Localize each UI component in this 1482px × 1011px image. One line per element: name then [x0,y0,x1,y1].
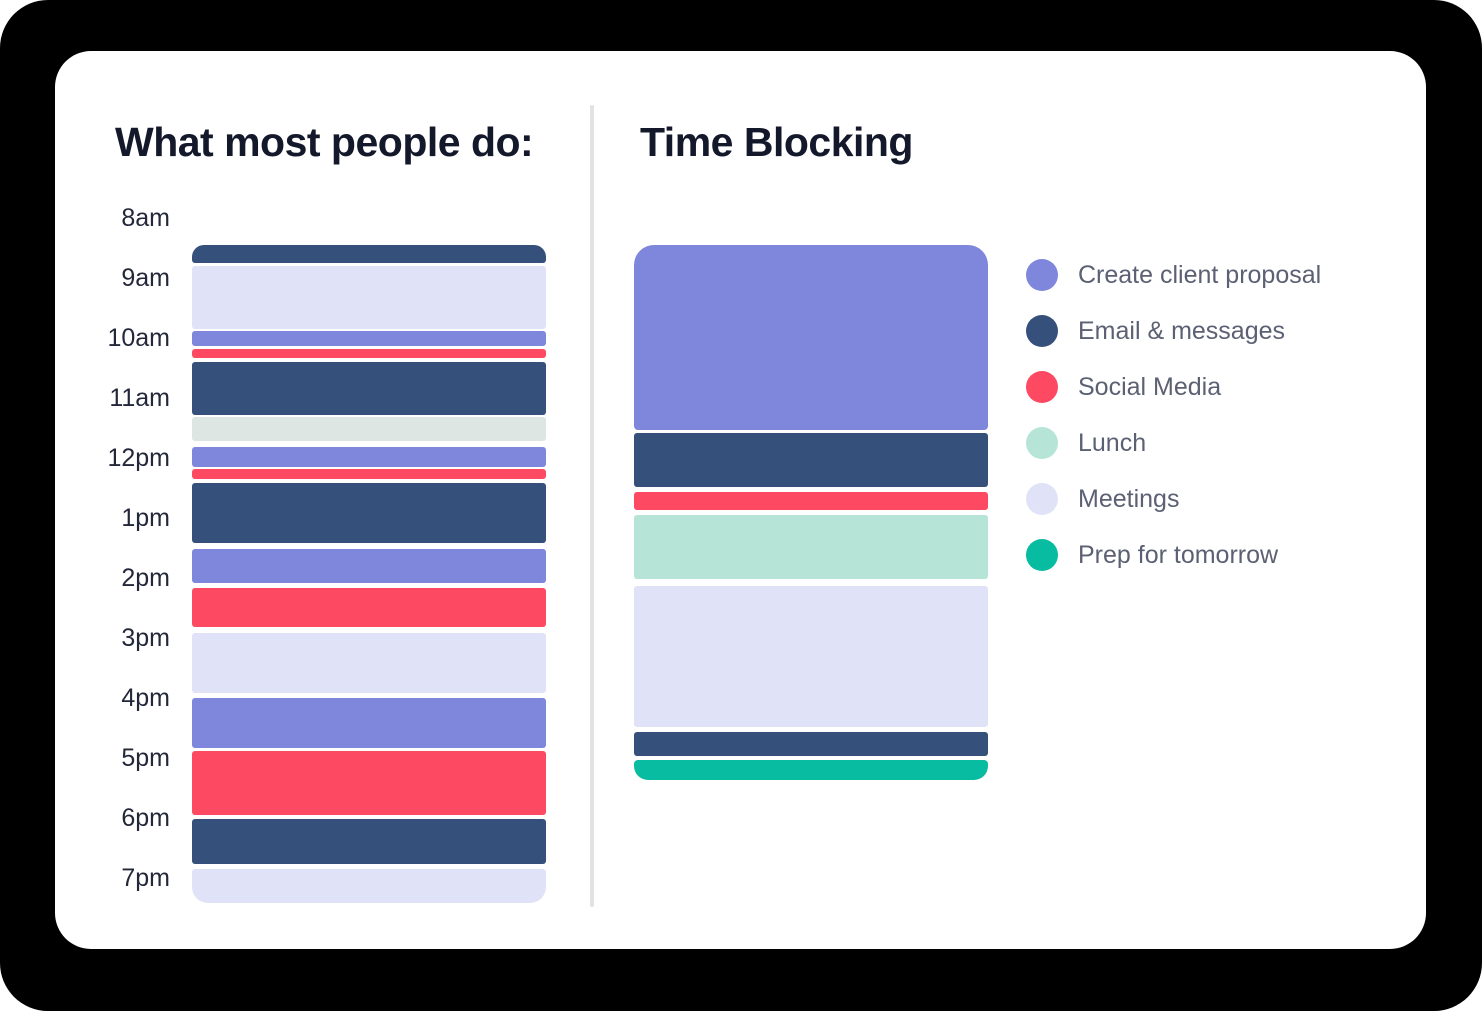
block-meetings [192,633,546,693]
legend-item-prep: Prep for tomorrow [1026,539,1321,571]
hour-label-1pm: 1pm [121,504,170,532]
left-panel-title: What most people do: [115,119,534,165]
legend-label: Create client proposal [1078,260,1322,289]
hour-label-7pm: 7pm [121,864,170,892]
legend-label: Prep for tomorrow [1078,540,1279,569]
block-social [192,588,546,627]
block-social [192,349,546,358]
hour-label-6pm: 6pm [121,804,170,832]
block-social [192,469,546,479]
hour-label-10am: 10am [107,324,170,352]
hour-label-2pm: 2pm [121,564,170,592]
legend-swatch-proposal [1026,259,1058,291]
block-social [634,492,988,510]
block-proposal [192,331,546,346]
block-email [192,362,546,415]
legend-item-proposal: Create client proposal [1026,259,1321,291]
block-email [634,732,988,756]
block-meetings [192,869,546,903]
block-social [192,751,546,815]
block-email [192,819,546,864]
block-prep [634,760,988,780]
legend-swatch-lunch [1026,427,1058,459]
hour-label-4pm: 4pm [121,684,170,712]
legend-item-meetings: Meetings [1026,483,1321,515]
block-proposal [192,447,546,467]
block-meetings [192,266,546,329]
legend-swatch-prep [1026,539,1058,571]
block-meetings [634,586,988,727]
panel-divider [590,105,594,907]
block-lunch [192,417,546,441]
hour-label-3pm: 3pm [121,624,170,652]
block-email [192,245,546,263]
legend-label: Social Media [1078,372,1222,401]
hour-label-9am: 9am [121,264,170,292]
legend-item-social: Social Media [1026,371,1321,403]
legend-item-lunch: Lunch [1026,427,1321,459]
right-panel-title: Time Blocking [640,119,913,165]
block-proposal [192,549,546,583]
block-proposal [634,245,988,430]
hour-label-11am: 11am [109,384,170,412]
legend-label: Email & messages [1078,316,1286,345]
block-email [192,483,546,543]
legend-label: Lunch [1078,428,1147,457]
block-email [634,433,988,487]
legend-swatch-meetings [1026,483,1058,515]
left-blocks [192,0,546,1011]
block-proposal [192,698,546,748]
block-lunch [634,515,988,579]
time-axis: 8am 9am 10am 11am 12pm 1pm 2pm 3pm 4pm 5pm 6pm 7pm [60,0,170,1011]
hour-label-5pm: 5pm [121,744,170,772]
right-blocks [634,0,988,1011]
legend-item-email: Email & messages [1026,315,1321,347]
legend-swatch-social [1026,371,1058,403]
legend-swatch-email [1026,315,1058,347]
legend-label: Meetings [1078,484,1180,513]
legend: Create client proposal Email & messages So… [1026,259,1321,595]
hour-label-8am: 8am [121,204,170,232]
hour-label-12pm: 12pm [107,444,170,472]
